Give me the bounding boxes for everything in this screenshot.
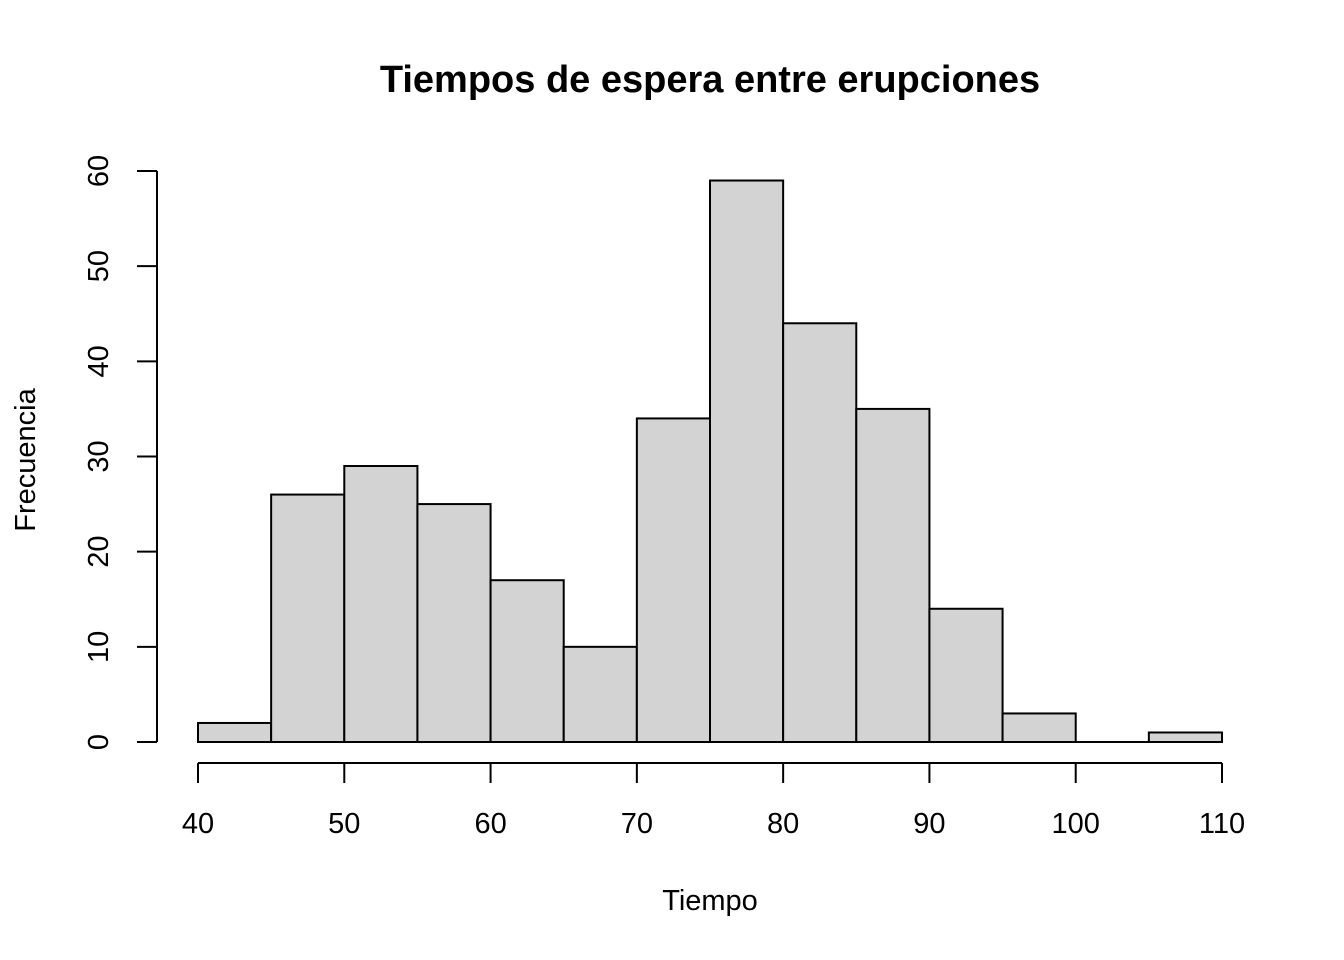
histogram-bar [1001,712,1077,744]
y-axis: 0 10 20 30 40 50 60 [83,155,158,750]
x-tick-label: 100 [1052,808,1100,840]
y-axis-label: Frecuencia [10,387,42,531]
x-tick-label: 70 [621,808,653,840]
histogram-bar [343,465,419,743]
y-tick-label: 30 [83,440,115,472]
y-tick-label: 60 [83,155,115,187]
y-tick-label: 40 [83,345,115,377]
histogram-bar [270,493,346,744]
x-tick-label: 110 [1199,808,1245,840]
histogram-bar [635,417,711,743]
x-tick-label: 60 [474,808,506,840]
chart-title: Tiempos de espera entre erupciones [380,59,1040,101]
x-axis-label: Tiempo [662,885,758,917]
histogram-bar [197,721,273,744]
histogram-bar [489,579,565,744]
histogram-bar [709,179,785,743]
histogram-bar [928,607,1004,743]
histogram-bar [855,407,931,743]
x-tick-label: 40 [182,808,214,840]
y-tick-label: 50 [83,250,115,282]
histogram-bars [197,179,1224,744]
x-tick-label: 50 [328,808,360,840]
histogram-bar [1147,731,1224,744]
y-tick-label: 10 [83,631,115,663]
y-tick-label: 0 [83,734,115,750]
x-tick-label: 80 [767,808,799,840]
x-tick-label: 90 [913,808,945,840]
histogram-bar [562,645,638,743]
histogram-bar [416,503,492,744]
y-tick-label: 20 [83,536,115,568]
histogram-bar [782,322,858,743]
x-axis: 40 50 60 70 80 90 100 110 [182,762,1245,840]
